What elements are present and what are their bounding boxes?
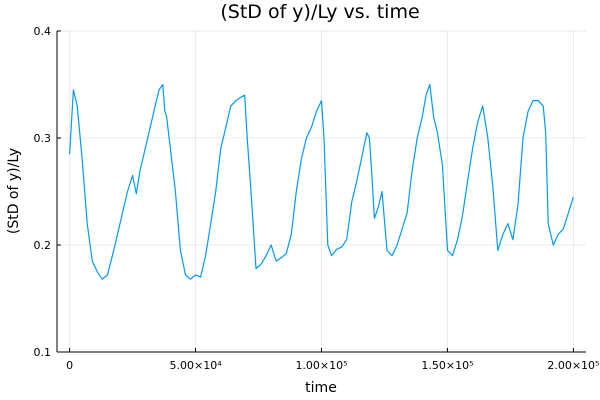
y-axis-label: (StD of y)/Ly — [6, 148, 22, 234]
x-tick-label-1: 5.00×10⁴ — [169, 359, 222, 372]
series-group — [69, 83, 574, 280]
x-tick-label-0: 0 — [66, 359, 73, 372]
series-line-0 — [69, 83, 574, 280]
x-tick-label-2: 1.00×10⁵ — [295, 359, 347, 372]
chart-title: (StD of y)/Ly vs. time — [220, 1, 419, 23]
y-tick-label-0: 0.1 — [34, 346, 52, 359]
y-tick-label-2: 0.3 — [34, 132, 52, 145]
x-axis-label: time — [305, 380, 337, 396]
x-tick-label-4: 2.00×10⁵ — [547, 359, 599, 372]
tick-labels: 0 5.00×10⁴ 1.00×10⁵ 1.50×10⁵ 2.00×10⁵ 0.1 0.2 0… — [34, 25, 600, 372]
y-tick-label-3: 0.4 — [34, 25, 52, 38]
axes — [56, 30, 586, 353]
x-tick-label-3: 1.50×10⁵ — [421, 359, 473, 372]
y-tick-label-1: 0.2 — [34, 239, 52, 252]
